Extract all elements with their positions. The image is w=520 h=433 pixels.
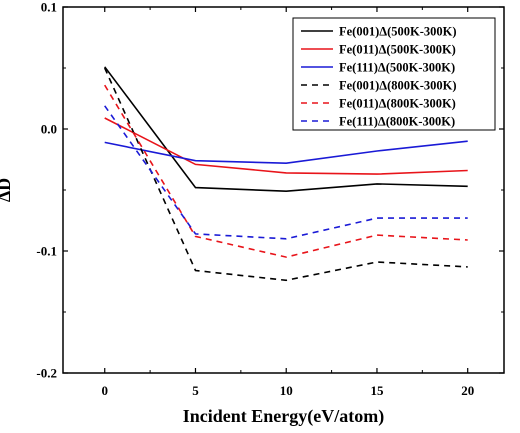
series-line-3 bbox=[104, 140, 468, 165]
x-tick-label: 20 bbox=[461, 383, 474, 398]
series-line-4 bbox=[103, 67, 468, 282]
legend-box bbox=[292, 17, 496, 131]
x-tick-label: 5 bbox=[192, 383, 199, 398]
y-axis-label: ΔD bbox=[0, 178, 14, 202]
series-line-5 bbox=[104, 84, 468, 258]
x-tick-label: 10 bbox=[280, 383, 293, 398]
legend-label: Fe(001)Δ(800K-300K) bbox=[339, 79, 457, 93]
y-tick-label: -0.1 bbox=[36, 244, 57, 259]
legend-label: Fe(011)Δ(500K-300K) bbox=[339, 43, 456, 57]
legend: Fe(001)Δ(500K-300K) Fe(011)Δ(500K-300K) Fe… bbox=[292, 17, 496, 131]
legend-label: Fe(011)Δ(800K-300K) bbox=[339, 97, 456, 111]
series-line-6 bbox=[104, 105, 468, 240]
legend-label: Fe(111)Δ(800K-300K) bbox=[339, 115, 455, 129]
axis-ticks: 0 5 10 15 20 0.1 0.0 -0.1 -0.2 bbox=[36, 0, 504, 398]
y-tick-label: 0.0 bbox=[41, 122, 57, 137]
legend-label: Fe(001)Δ(500K-300K) bbox=[339, 25, 457, 39]
y-tick-label: -0.2 bbox=[36, 366, 57, 381]
x-tick-label: 15 bbox=[370, 383, 384, 398]
series-line-1 bbox=[104, 66, 468, 193]
series-line-2 bbox=[104, 117, 468, 175]
x-axis-label: Incident Energy(eV/atom) bbox=[183, 406, 384, 427]
x-tick-label: 0 bbox=[101, 383, 108, 398]
series-lines bbox=[103, 66, 468, 282]
y-tick-label: 0.1 bbox=[41, 0, 57, 15]
legend-label: Fe(111)Δ(500K-300K) bbox=[339, 61, 455, 75]
